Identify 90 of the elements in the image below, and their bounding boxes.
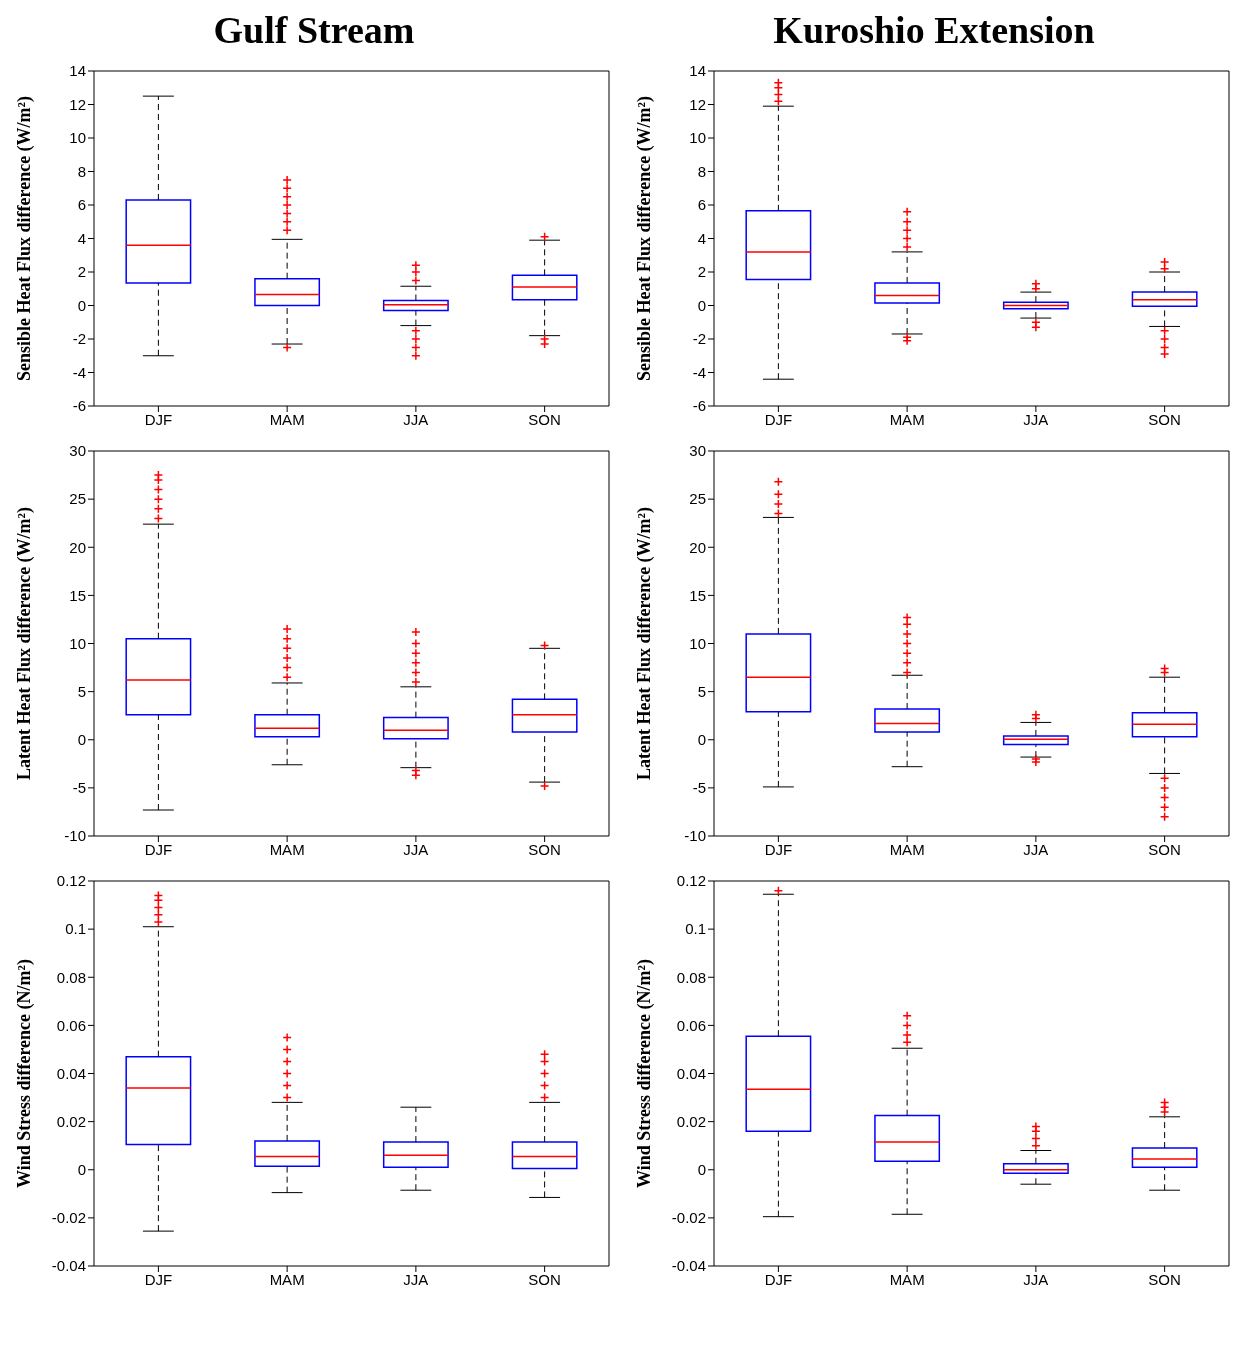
y-tick-label: -0.02 bbox=[671, 1209, 706, 1227]
y-tick-label: -2 bbox=[692, 330, 706, 348]
y-tick-label: 12 bbox=[689, 95, 706, 113]
y-tick-label: 2 bbox=[697, 263, 706, 281]
y-tick-label: 6 bbox=[77, 196, 86, 214]
y-tick-label: 0 bbox=[77, 731, 86, 749]
y-tick-label: 0.02 bbox=[676, 1112, 706, 1130]
chart-title: Kuroshio Extension bbox=[773, 9, 1095, 51]
y-tick-label: -2 bbox=[72, 330, 86, 348]
x-tick-label: JJA bbox=[1023, 840, 1049, 858]
y-tick-label: 0 bbox=[77, 296, 86, 314]
y-tick-label: 10 bbox=[69, 634, 86, 652]
y-tick-label: 10 bbox=[689, 634, 706, 652]
x-tick-label: DJF bbox=[764, 840, 793, 858]
x-tick-label: MAM bbox=[269, 1270, 305, 1288]
y-tick-label: 0.06 bbox=[56, 1016, 86, 1034]
y-axis-title: Sensible Heat Flux difference (W/m²) bbox=[14, 95, 36, 382]
x-tick-label: DJF bbox=[144, 410, 173, 428]
y-tick-label: 0 bbox=[77, 1161, 86, 1179]
y-axis-title: Latent Heat Flux difference (W/m²) bbox=[14, 507, 36, 780]
x-tick-label: SON bbox=[1148, 1270, 1181, 1288]
x-tick-label: SON bbox=[528, 1270, 561, 1288]
y-tick-label: -5 bbox=[72, 779, 86, 797]
y-tick-label: 5 bbox=[697, 682, 706, 700]
x-tick-label: MAM bbox=[889, 410, 925, 428]
y-tick-label: 20 bbox=[689, 538, 706, 556]
y-tick-label: 0.1 bbox=[65, 920, 86, 938]
x-tick-label: MAM bbox=[269, 410, 305, 428]
y-tick-label: 15 bbox=[69, 586, 86, 604]
y-tick-label: 0 bbox=[697, 296, 706, 314]
x-tick-label: MAM bbox=[889, 840, 925, 858]
y-tick-label: 0.08 bbox=[56, 968, 86, 986]
y-tick-label: 0.04 bbox=[676, 1064, 706, 1082]
x-tick-label: DJF bbox=[144, 1270, 173, 1288]
x-tick-label: SON bbox=[528, 840, 561, 858]
y-axis-title: Wind Stress difference (N/m²) bbox=[634, 959, 656, 1188]
y-tick-label: 30 bbox=[689, 442, 706, 460]
x-tick-label: DJF bbox=[764, 1270, 793, 1288]
y-tick-label: -4 bbox=[692, 363, 706, 381]
y-tick-label: 0.02 bbox=[56, 1112, 86, 1130]
x-tick-label: JJA bbox=[403, 1270, 429, 1288]
y-tick-label: -4 bbox=[72, 363, 86, 381]
x-tick-label: JJA bbox=[403, 840, 429, 858]
y-tick-label: -0.04 bbox=[51, 1257, 86, 1275]
x-tick-label: JJA bbox=[1023, 410, 1049, 428]
x-tick-label: DJF bbox=[764, 410, 793, 428]
y-tick-label: 0.04 bbox=[56, 1064, 86, 1082]
y-tick-label: -10 bbox=[684, 827, 706, 845]
y-tick-label: -10 bbox=[64, 827, 86, 845]
chart-title: Gulf Stream bbox=[213, 9, 415, 51]
y-tick-label: 0 bbox=[697, 1161, 706, 1179]
x-tick-label: SON bbox=[1148, 840, 1181, 858]
y-tick-label: -0.02 bbox=[51, 1209, 86, 1227]
y-tick-label: 0.06 bbox=[676, 1016, 706, 1034]
x-tick-label: MAM bbox=[269, 840, 305, 858]
x-tick-label: JJA bbox=[403, 410, 429, 428]
y-tick-label: 8 bbox=[77, 162, 86, 180]
y-tick-label: -5 bbox=[692, 779, 706, 797]
y-tick-label: 4 bbox=[77, 229, 86, 247]
y-tick-label: 10 bbox=[69, 129, 86, 147]
y-tick-label: 10 bbox=[689, 129, 706, 147]
y-tick-label: -6 bbox=[692, 397, 706, 415]
y-tick-label: 0.08 bbox=[676, 968, 706, 986]
y-tick-label: 25 bbox=[69, 490, 86, 508]
y-tick-label: 5 bbox=[77, 682, 86, 700]
x-tick-label: JJA bbox=[1023, 1270, 1049, 1288]
y-tick-label: 30 bbox=[69, 442, 86, 460]
y-tick-label: 8 bbox=[697, 162, 706, 180]
y-tick-label: 15 bbox=[689, 586, 706, 604]
y-axis-title: Sensible Heat Flux difference (W/m²) bbox=[634, 95, 656, 382]
y-tick-label: -6 bbox=[72, 397, 86, 415]
y-tick-label: 0.12 bbox=[676, 872, 706, 890]
x-tick-label: SON bbox=[1148, 410, 1181, 428]
y-tick-label: 20 bbox=[69, 538, 86, 556]
y-tick-label: -0.04 bbox=[671, 1257, 706, 1275]
y-axis-title: Wind Stress difference (N/m²) bbox=[14, 959, 36, 1188]
y-tick-label: 0.1 bbox=[685, 920, 706, 938]
y-tick-label: 2 bbox=[77, 263, 86, 281]
y-tick-label: 12 bbox=[69, 95, 86, 113]
y-tick-label: 0 bbox=[697, 731, 706, 749]
x-tick-label: MAM bbox=[889, 1270, 925, 1288]
x-tick-label: DJF bbox=[144, 840, 173, 858]
y-tick-label: 6 bbox=[697, 196, 706, 214]
y-tick-label: 4 bbox=[697, 229, 706, 247]
y-tick-label: 25 bbox=[689, 490, 706, 508]
y-tick-label: 14 bbox=[69, 62, 86, 80]
y-axis-title: Latent Heat Flux difference (W/m²) bbox=[634, 507, 656, 780]
x-tick-label: SON bbox=[528, 410, 561, 428]
y-tick-label: 0.12 bbox=[56, 872, 86, 890]
y-tick-label: 14 bbox=[689, 62, 706, 80]
